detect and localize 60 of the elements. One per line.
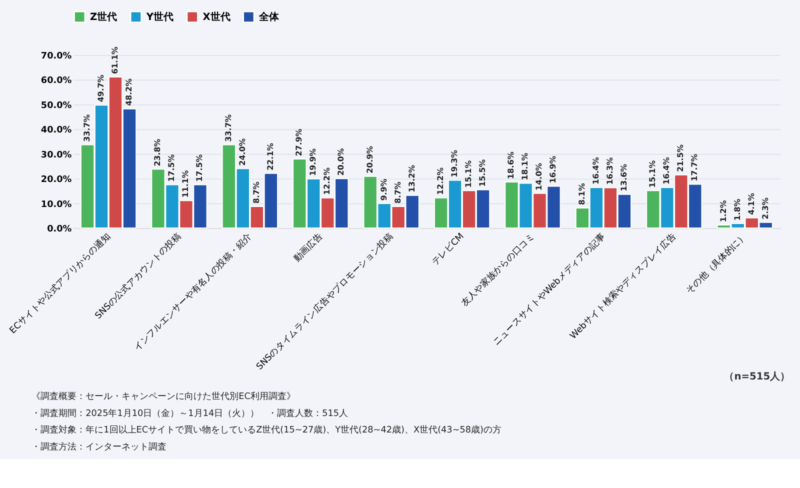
y-tick-label: 20.0% [40, 175, 72, 186]
y-tick-label: 50.0% [40, 100, 72, 111]
text: ・調査方法：インターネット調査 [32, 442, 167, 453]
data-label: 1.2% [718, 200, 728, 222]
data-label: 16.3% [605, 157, 614, 185]
data-label: 15.1% [648, 160, 658, 188]
data-label: 21.5% [676, 144, 686, 172]
data-label: 19.3% [450, 150, 460, 178]
data-label: 33.7% [82, 114, 92, 142]
x-tick-label: その他（具体的に） [684, 230, 750, 296]
data-label: 12.2% [436, 167, 446, 195]
x-tick-label: テレビCM [430, 230, 466, 268]
data-label: 12.2% [322, 167, 332, 195]
data-label: 8.1% [577, 183, 586, 206]
data-label: 22.1% [266, 142, 275, 170]
data-label: 16.9% [548, 156, 558, 184]
data-label: 18.6% [506, 152, 516, 180]
data-label: 13.6% [619, 164, 628, 192]
data-label: 8.7% [393, 182, 402, 204]
data-label: 16.4% [591, 157, 600, 185]
data-label: 33.7% [224, 114, 233, 142]
data-label: 17.5% [167, 154, 176, 182]
data-label: 15.5% [478, 159, 488, 187]
data-label: 20.0% [336, 148, 346, 176]
data-label: 13.2% [407, 164, 416, 192]
legend-label: X世代 [202, 10, 230, 23]
data-label: 18.1% [520, 152, 530, 180]
y-tick-label: 0.0% [47, 224, 72, 234]
data-label: 48.2% [124, 78, 134, 106]
y-tick-label: 40.0% [40, 126, 72, 136]
data-label: 2.3% [760, 197, 770, 220]
legend-label: Y世代 [145, 10, 174, 23]
data-label: 23.8% [153, 138, 162, 166]
y-tick-label: 70.0% [40, 51, 72, 62]
text: ・調査対象：年に1回以上ECサイトで買い物をしているZ世代(15~27歳)、Y世代(28~42歳)、X世代(43~58歳)の方 [32, 424, 502, 436]
y-tick-label: 30.0% [40, 150, 72, 160]
x-tick-label: 動画広告 [292, 230, 325, 264]
text: ・調査期間：2025年1月10日（金）～1月14日（火）） ・調査人数：515人 [32, 408, 348, 419]
legend-label: 全体 [258, 10, 280, 23]
data-label: 1.8% [732, 198, 742, 221]
data-label: 20.9% [365, 146, 374, 174]
data-label: 49.7% [96, 74, 106, 102]
legend-label: Z世代 [90, 10, 118, 23]
y-tick-label: 10.0% [40, 200, 72, 210]
text: （n=515人） [724, 370, 790, 382]
data-label: 16.4% [662, 157, 672, 185]
data-label: 14.0% [534, 162, 544, 190]
text: 《調査概要：セール・キャンペーンに向けた世代別EC利用調査》 [32, 391, 296, 402]
data-label: 19.9% [308, 148, 318, 176]
data-label: 27.9% [294, 128, 304, 156]
data-label: 17.5% [195, 154, 204, 182]
y-tick-label: 60.0% [40, 76, 72, 86]
data-label: 17.7% [690, 154, 700, 182]
data-label: 15.1% [464, 160, 474, 188]
data-label: 4.1% [746, 192, 756, 215]
data-label: 8.7% [252, 182, 261, 204]
data-label: 61.1% [110, 46, 120, 74]
data-label: 11.1% [181, 170, 190, 198]
data-label: 9.9% [379, 178, 388, 201]
data-label: 24.0% [238, 138, 247, 166]
